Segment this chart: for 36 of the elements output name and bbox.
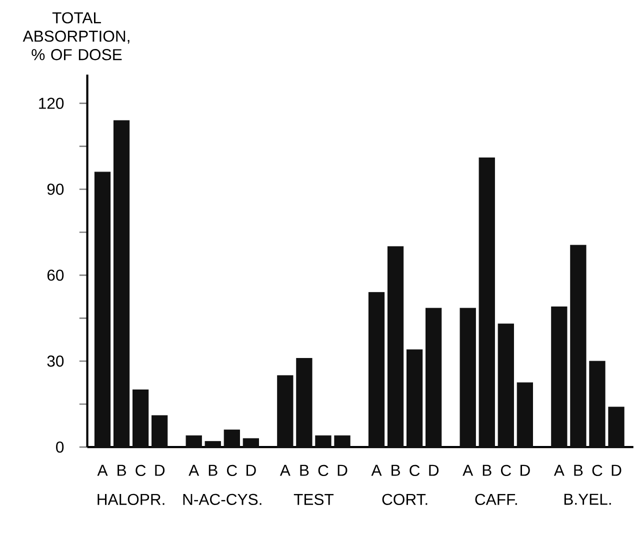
text: HALOPR. <box>98 494 164 506</box>
x-tick-label: B <box>392 464 400 476</box>
y-tick-label: 90 <box>47 184 64 195</box>
x-tick-label: D <box>429 464 439 476</box>
x-tick-label: C <box>592 464 602 476</box>
y-tick-label: 60 <box>47 270 64 281</box>
text: N-AC-CYS. <box>183 494 262 506</box>
x-tick-label: A <box>280 464 290 476</box>
x-tick-label: A <box>554 464 564 476</box>
x-tick-label: C <box>501 464 511 476</box>
x-tick-label: B <box>300 464 309 476</box>
x-tick-label: B <box>574 464 583 476</box>
x-tick-label: A <box>97 464 108 476</box>
x-tick-label: D <box>338 464 348 476</box>
x-tick-label: C <box>227 464 237 476</box>
x-tick-label: C <box>136 464 146 476</box>
x-tick-label: A <box>371 464 382 476</box>
x-tick-label: D <box>246 464 256 476</box>
text: CORT. <box>382 494 428 506</box>
text: B.YEL. <box>564 494 611 505</box>
y-tick-label: 0 <box>56 442 64 453</box>
x-tick-label: B <box>118 464 126 476</box>
x-tick-label: A <box>462 464 474 476</box>
y-axis-title: TOTAL ABSORPTION, % OF DOSE <box>22 12 130 60</box>
x-tick-label: A <box>188 464 200 476</box>
x-tick-label: B <box>208 464 218 476</box>
x-tick-label: B <box>482 464 492 476</box>
y-tick-label: 30 <box>47 356 64 367</box>
y-tick-label: 120 <box>39 98 64 109</box>
text: TEST <box>294 494 334 506</box>
text: CAFF. <box>475 494 517 506</box>
x-tick-label: D <box>155 464 165 476</box>
x-tick-label: D <box>612 464 622 476</box>
x-tick-label: D <box>520 464 530 476</box>
x-tick-label: C <box>410 464 420 476</box>
x-tick-label: C <box>318 464 328 476</box>
